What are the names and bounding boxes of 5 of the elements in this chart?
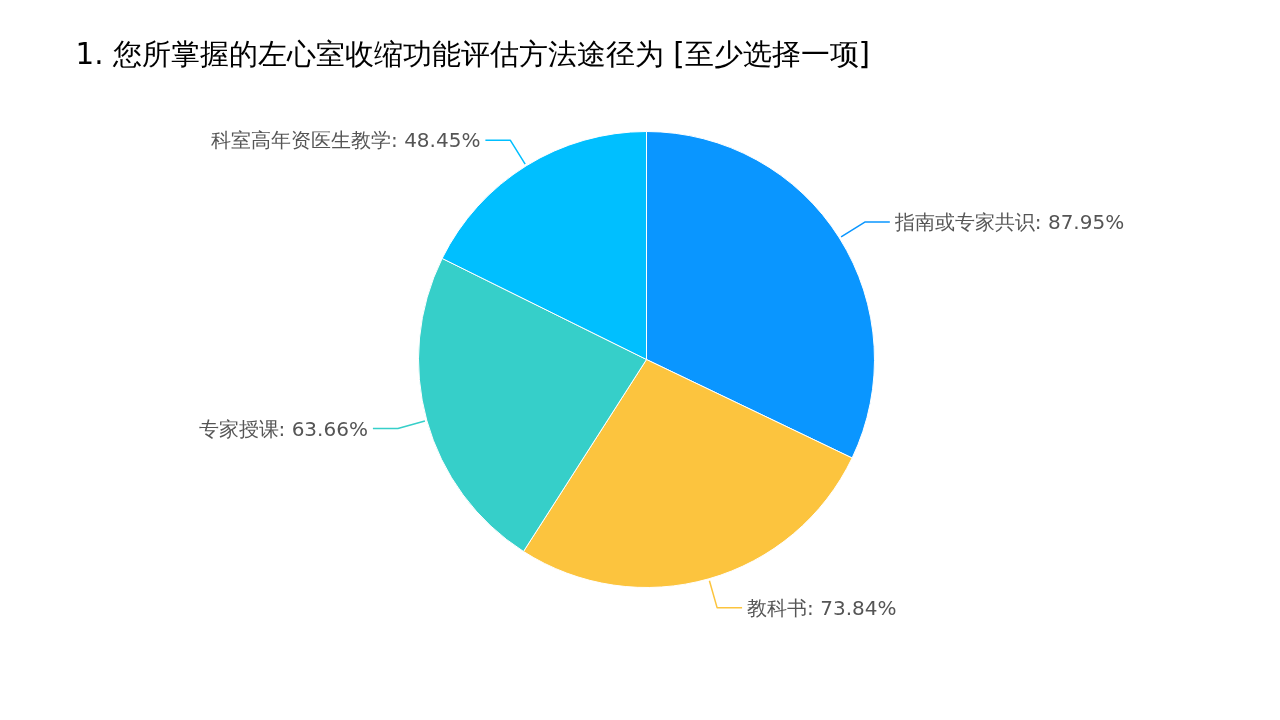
slice-label: 指南或专家共识: 87.95% <box>893 210 1125 235</box>
chart-title: 1. 您所掌握的左心室收缩功能评估方法途径为 [至少选择一项] <box>75 36 871 71</box>
slice-label: 教科书: 73.84% <box>747 595 897 620</box>
slice-label: 专家授课: 63.66% <box>198 416 368 441</box>
slice-label: 科室高年资医生教学: 48.45% <box>211 128 481 153</box>
